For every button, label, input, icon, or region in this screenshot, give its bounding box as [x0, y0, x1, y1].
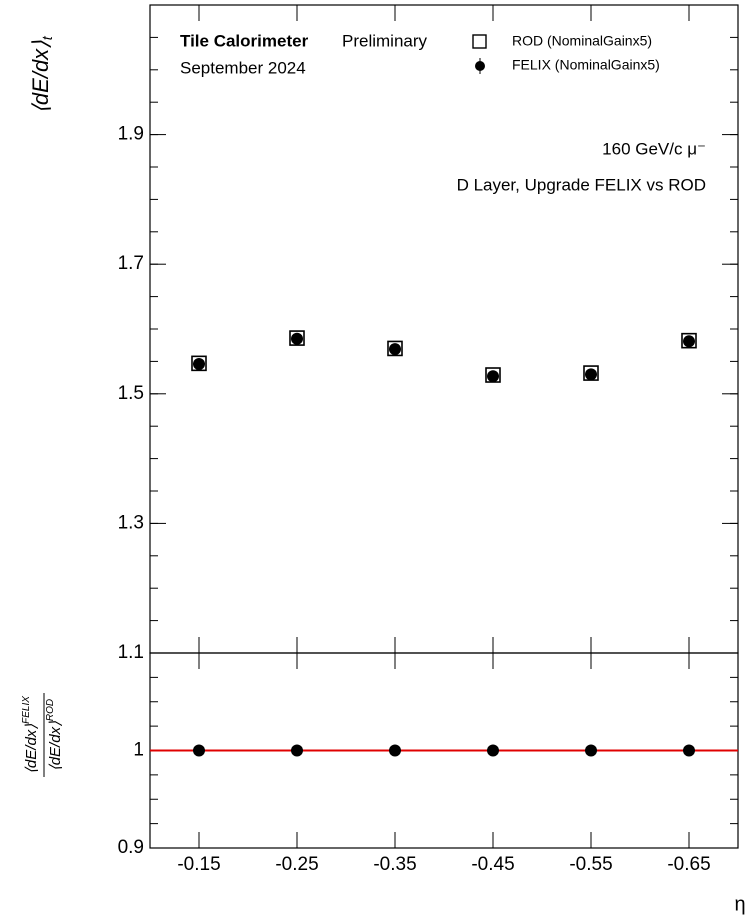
- ratio-den-sup: ROD: [45, 699, 56, 721]
- y-axis-label-main: ⟨dE/dx⟩: [28, 40, 53, 114]
- ratio-numerator: ⟨dE/dx⟩FELIX: [21, 696, 40, 774]
- y-tick-label: 0.9: [118, 837, 144, 858]
- y-tick-label: 1.5: [118, 383, 144, 404]
- felix-marker: [683, 335, 695, 348]
- main-frame: [149, 4, 739, 654]
- x-tick-label: -0.65: [667, 854, 710, 875]
- legend-label: ROD (NominalGainx5): [512, 33, 652, 49]
- x-tick-label: -0.35: [373, 854, 416, 875]
- legend-label: FELIX (NominalGainx5): [512, 57, 660, 73]
- felix-marker: [683, 744, 695, 757]
- x-axis-label: η: [734, 893, 745, 915]
- ratio-y-label: ⟨dE/dx⟩FELIX ⟨dE/dx⟩ROD: [21, 693, 64, 777]
- legend-marker: [472, 34, 487, 49]
- x-tick-label: -0.55: [569, 854, 612, 875]
- rod-marker: [191, 355, 207, 372]
- felix-marker: [291, 332, 303, 345]
- felix-marker: [193, 744, 205, 757]
- rod-marker: [387, 340, 403, 357]
- felix-marker: [291, 744, 303, 757]
- felix-marker: [193, 357, 205, 370]
- felix-marker: [585, 744, 597, 757]
- rod-marker: [681, 332, 697, 349]
- y-tick-label: 1: [133, 740, 144, 761]
- y-tick-label: 1.3: [118, 512, 144, 533]
- x-tick-label: -0.45: [471, 854, 514, 875]
- ratio-denominator: ⟨dE/dx⟩ROD: [45, 699, 64, 771]
- x-tick-label: -0.25: [275, 854, 318, 875]
- ratio-num-sup: FELIX: [21, 696, 32, 724]
- felix-marker: [389, 744, 401, 757]
- y-tick-label: 1.7: [118, 253, 144, 274]
- rod-marker: [289, 330, 305, 346]
- annotation: D Layer, Upgrade FELIX vs ROD: [457, 175, 706, 194]
- felix-marker: [487, 744, 499, 757]
- annotation: Tile Calorimeter: [180, 31, 309, 50]
- x-tick-label: -0.15: [177, 854, 220, 875]
- y-tick-label: 1.9: [118, 124, 144, 145]
- felix-marker: [585, 368, 597, 381]
- annotation: September 2024: [180, 58, 306, 77]
- y-tick-label: 1.1: [118, 642, 144, 663]
- ratio-num-main: ⟨dE/dx⟩: [23, 724, 40, 774]
- felix-marker: [389, 343, 401, 356]
- y-axis-label-sub: t: [39, 35, 55, 40]
- ratio-den-main: ⟨dE/dx⟩: [47, 721, 64, 771]
- annotation: Preliminary: [342, 31, 428, 50]
- annotation: 160 GeV/c μ⁻: [602, 139, 706, 158]
- y-axis-label: ⟨dE/dx⟩t: [28, 35, 55, 113]
- felix-marker: [487, 370, 499, 383]
